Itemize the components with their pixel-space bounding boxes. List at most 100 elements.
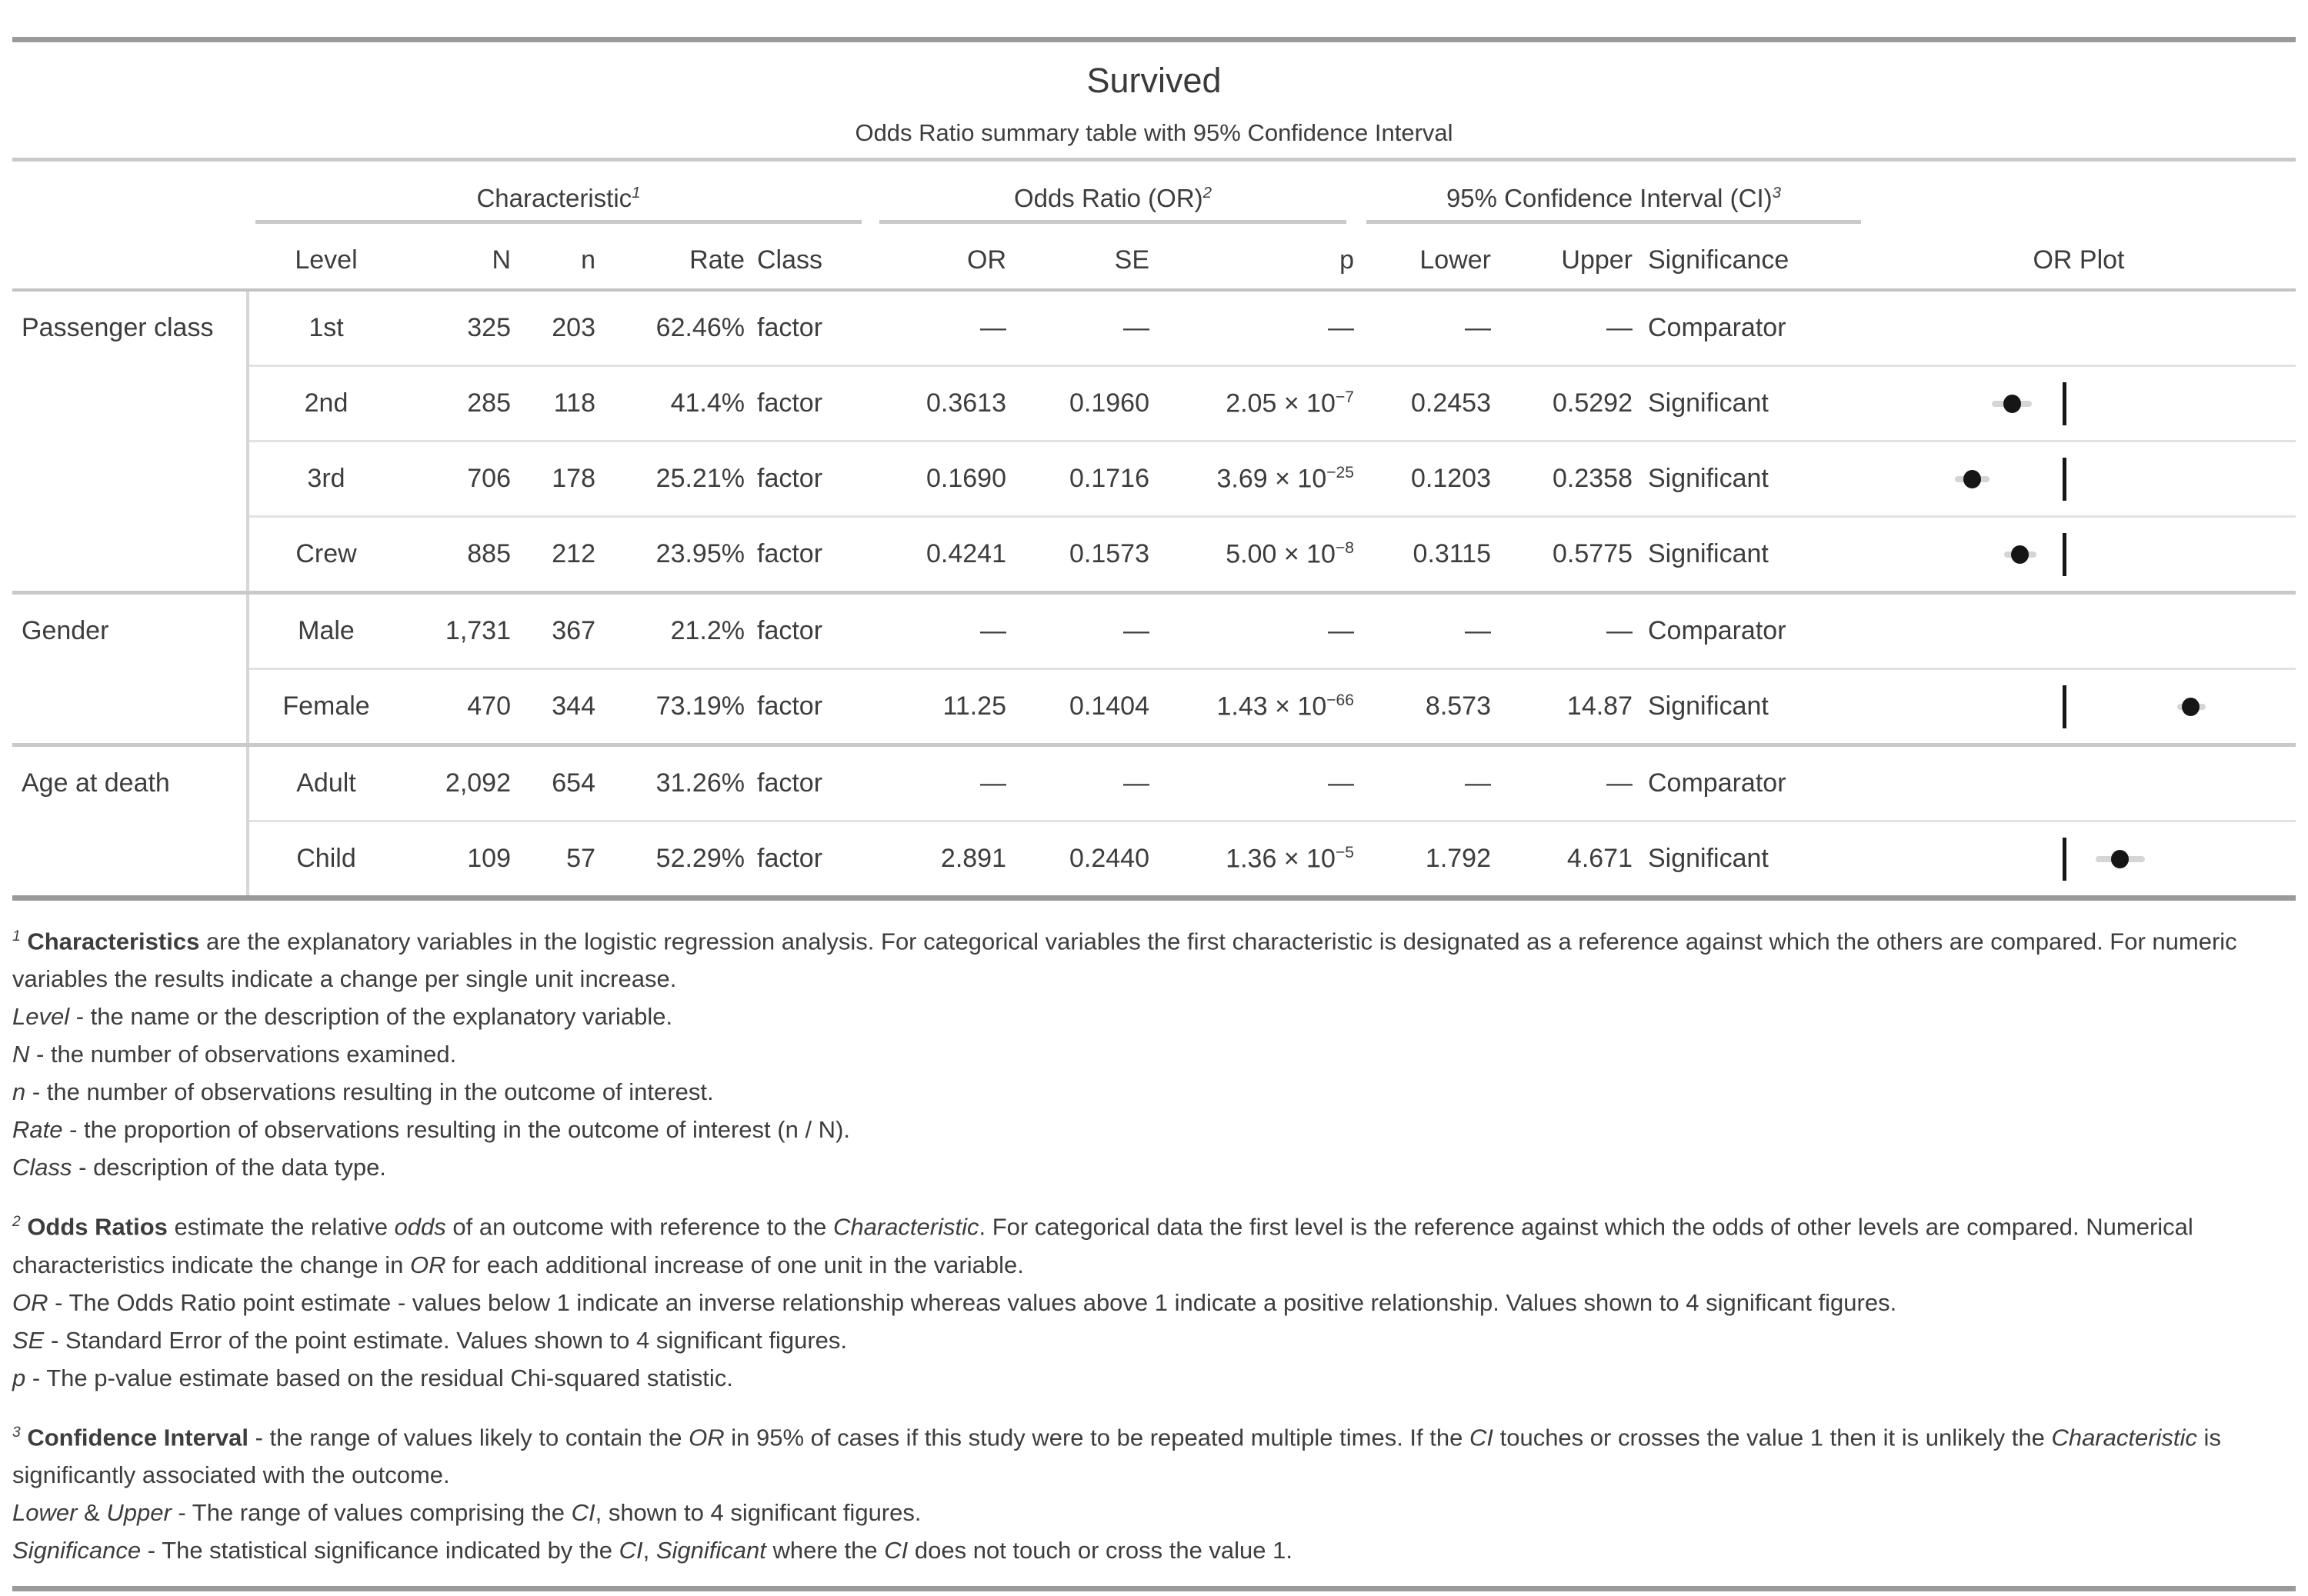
cell-p: 1.43 × 10−66 <box>1149 691 1354 721</box>
p-mantissa: 5.00 × 10 <box>1226 539 1336 569</box>
cell-p: 5.00 × 10−8 <box>1149 539 1354 569</box>
cell-or: 0.1690 <box>926 464 1006 493</box>
cell-upper: 0.5775 <box>1553 539 1633 568</box>
cell-se: 0.1716 <box>1069 464 1149 493</box>
group-label: Age at death <box>22 768 170 798</box>
cell-n: 212 <box>552 539 595 568</box>
cell-level: 2nd <box>304 388 349 418</box>
cell-rate: 23.95% <box>655 539 745 568</box>
cell-N: 285 <box>467 388 511 418</box>
p-exponent: −66 <box>1326 691 1354 709</box>
cell-significance: Comparator <box>1648 768 1786 798</box>
cell-level: 3rd <box>307 464 345 493</box>
column-header-upper: Upper <box>1561 245 1633 275</box>
group-label: Passenger class <box>22 313 214 342</box>
cell-rate: 21.2% <box>670 616 745 645</box>
cell-n: 344 <box>552 691 595 721</box>
page-subtitle: Odds Ratio summary table with 95% Confid… <box>855 119 1453 146</box>
group-header-odds-ratio-label: Odds Ratio (OR) <box>1013 184 1203 212</box>
group-underline-confidence-interval <box>1366 220 1861 224</box>
top-rule <box>12 37 2296 42</box>
group-header-confidence-interval: 95% Confidence Interval (CI)3 <box>1366 177 1861 212</box>
cell-level: Adult <box>296 768 356 798</box>
or-dot-icon <box>1963 469 1982 488</box>
table-group: Age at death Adult 2,092 654 31.26% fact… <box>12 743 2296 895</box>
table-row: Child 109 57 52.29% factor 2.891 0.2440 … <box>249 820 2296 895</box>
cell-significance: Significant <box>1648 844 1769 873</box>
column-header-or: OR <box>967 245 1006 275</box>
cell-n: 57 <box>566 844 595 873</box>
cell-N: 885 <box>467 539 511 568</box>
cell-class: factor <box>757 464 823 493</box>
cell-N: 325 <box>467 313 511 342</box>
column-header-class: Class <box>757 245 823 275</box>
cell-class: factor <box>757 313 823 342</box>
column-header-rate: Rate <box>689 245 745 275</box>
cell-class: factor <box>757 691 823 721</box>
cell-upper: 14.87 <box>1566 691 1633 721</box>
p-mantissa: 1.36 × 10 <box>1226 844 1336 874</box>
cell-significance: Comparator <box>1648 616 1786 645</box>
cell-significance: Significant <box>1648 539 1769 568</box>
cell-p: 3.69 × 10−25 <box>1149 464 1354 494</box>
table-group: Passenger class 1st 325 203 62.46% facto… <box>12 292 2296 591</box>
p-mantissa: — <box>1328 768 1354 798</box>
column-header-p: p <box>1339 245 1354 275</box>
cell-class: factor <box>757 616 823 645</box>
cell-n: 178 <box>552 464 595 493</box>
group-rows: 1st 325 203 62.46% factor — — — — — Comp… <box>249 292 2296 591</box>
p-mantissa: 3.69 × 10 <box>1216 464 1327 494</box>
column-header-se: SE <box>1114 245 1149 275</box>
table-row: 3rd 706 178 25.21% factor 0.1690 0.1716 … <box>249 440 2296 515</box>
group-label-cell: Age at death <box>12 747 249 895</box>
cell-N: 706 <box>467 464 511 493</box>
p-mantissa: — <box>1328 616 1354 645</box>
cell-rate: 31.26% <box>655 768 745 798</box>
cell-or: — <box>980 768 1006 798</box>
footnote-marker-3: 3 <box>1772 184 1782 202</box>
cell-rate: 73.19% <box>655 691 745 721</box>
cell-p: 2.05 × 10−7 <box>1149 388 1354 418</box>
group-underline-characteristic <box>255 220 862 224</box>
cell-rate: 41.4% <box>670 388 745 418</box>
or-reference-line-icon <box>2063 532 2066 576</box>
footnote: 2 Odds Ratios estimate the relative odds… <box>12 1213 2193 1391</box>
cell-upper: — <box>1606 768 1633 798</box>
p-exponent: −25 <box>1326 463 1354 481</box>
cell-significance: Significant <box>1648 388 1769 418</box>
group-header-characteristic-label: Characteristic <box>476 184 632 212</box>
or-dot-icon <box>2111 849 2130 868</box>
or-reference-line-icon <box>2063 685 2066 728</box>
group-header-confidence-interval-label: 95% Confidence Interval (CI) <box>1446 184 1773 212</box>
or-dot-icon <box>2011 545 2030 564</box>
cell-significance: Comparator <box>1648 313 1786 342</box>
or-dot-icon <box>2003 394 2021 413</box>
cell-rate: 25.21% <box>655 464 745 493</box>
table-body: Passenger class 1st 325 203 62.46% facto… <box>12 292 2296 901</box>
cell-or: — <box>980 313 1006 342</box>
cell-level: Crew <box>295 539 357 568</box>
cell-upper: — <box>1606 616 1633 645</box>
cell-se: — <box>1123 313 1149 342</box>
cell-N: 109 <box>467 844 511 873</box>
p-exponent: −5 <box>1335 843 1354 861</box>
footnote: 3 Confidence Interval - the range of val… <box>12 1423 2221 1564</box>
cell-level: Female <box>282 691 370 721</box>
bottom-rule <box>12 1585 2296 1591</box>
cell-or: 0.3613 <box>926 388 1006 418</box>
cell-lower: — <box>1465 313 1491 342</box>
table-group: Gender Male 1,731 367 21.2% factor — — —… <box>12 591 2296 743</box>
cell-p: — <box>1149 768 1354 798</box>
table-row: 2nd 285 118 41.4% factor 0.3613 0.1960 2… <box>249 365 2296 440</box>
table-row: Female 470 344 73.19% factor 11.25 0.140… <box>249 668 2296 743</box>
cell-upper: 4.671 <box>1566 844 1633 873</box>
group-underline-odds-ratio <box>879 220 1346 224</box>
table-row: Crew 885 212 23.95% factor 0.4241 0.1573… <box>249 515 2296 591</box>
cell-n: 367 <box>552 616 595 645</box>
cell-rate: 62.46% <box>655 313 745 342</box>
footnote-marker-1: 1 <box>632 184 641 202</box>
table-row: Male 1,731 367 21.2% factor — — — — — Co… <box>249 595 2296 668</box>
page-title: Survived <box>1086 61 1222 100</box>
cell-significance: Significant <box>1648 464 1769 493</box>
or-reference-line-icon <box>2063 457 2066 501</box>
